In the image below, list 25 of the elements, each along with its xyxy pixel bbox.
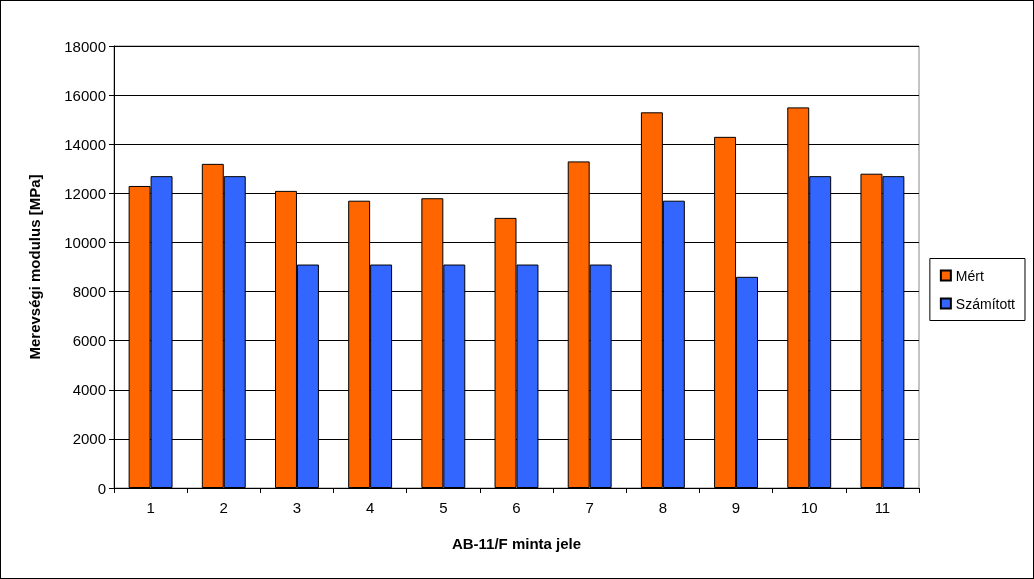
y-tick-label: 6000 [72, 332, 106, 350]
x-tick-label: 7 [585, 499, 594, 516]
x-tick-label: 1 [146, 499, 155, 516]
y-tick-label: 2000 [72, 430, 106, 448]
y-tick-label: 0 [97, 479, 106, 497]
y-tick-label: 10000 [64, 233, 106, 251]
legend-label: Számított [955, 295, 1016, 312]
y-tick-label: 4000 [72, 381, 106, 399]
y-tick-label: 18000 [64, 37, 106, 55]
x-tick-label: 9 [731, 499, 741, 516]
x-tick-label: 11 [874, 499, 891, 516]
x-axis-title: AB-11/F minta jele [451, 535, 582, 552]
x-tick-label: 2 [219, 499, 228, 516]
y-tick-label: 8000 [72, 283, 106, 301]
x-tick-label: 4 [365, 499, 375, 516]
legend-label: Mért [955, 267, 984, 284]
y-axis-title: Merevségi modulus [MPa] [26, 174, 43, 360]
x-tick-label: 10 [800, 499, 818, 516]
y-tick-label: 14000 [64, 135, 106, 153]
x-tick-label: 8 [658, 499, 668, 516]
x-tick-label: 5 [439, 499, 448, 516]
x-tick-label: 6 [512, 499, 521, 516]
y-tick-label: 16000 [64, 86, 106, 104]
x-tick-label: 3 [292, 499, 302, 516]
y-tick-label: 12000 [64, 184, 106, 202]
